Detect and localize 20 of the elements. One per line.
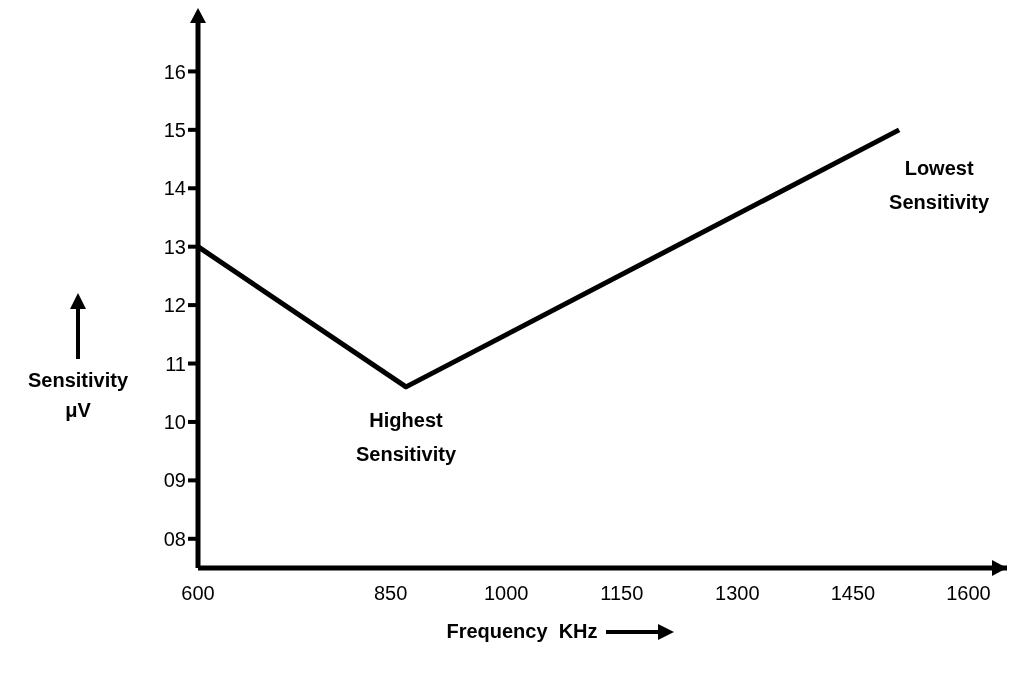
x-tick-label: 600	[181, 582, 215, 605]
x-tick-label: 1450	[830, 582, 876, 605]
x-tick-label: 850	[373, 582, 408, 605]
x-tick-label: 1000	[483, 582, 529, 605]
annotation: Lowest Sensitivity	[889, 156, 991, 213]
y-tick-label: 11	[165, 352, 186, 375]
x-tick-label: 1300	[715, 582, 760, 605]
y-tick-label: 13	[163, 235, 186, 258]
y-tick-label: 14	[163, 177, 186, 200]
y-tick-label: 10	[163, 411, 186, 434]
x-tick-label: 1150	[600, 582, 644, 605]
x-tick-label: 1600	[946, 582, 991, 605]
y-tick-label: 12	[163, 294, 186, 317]
y-tick-label: 15	[163, 118, 186, 141]
y-tick-label: 16	[163, 60, 186, 83]
y-tick-label: 09	[163, 469, 186, 492]
y-tick-label: 08	[163, 527, 186, 550]
annotation: Highest Sensitivity	[356, 408, 457, 465]
x-axis-title: Frequency KHz	[446, 620, 598, 643]
y-axis-title: Sensitivity μV	[26, 368, 129, 423]
